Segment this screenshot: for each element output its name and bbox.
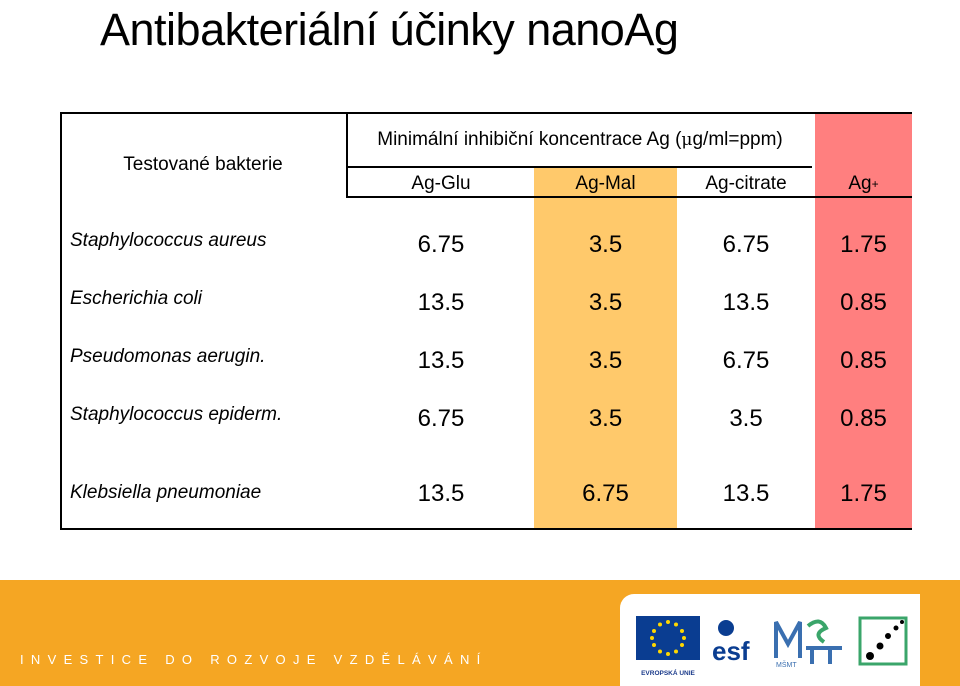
table-cell: 1.75: [840, 480, 887, 507]
mic-table: Testované bakterie Minimální inhibiční k…: [60, 112, 912, 530]
eu-caption: EVROPSKÁ UNIE: [641, 670, 695, 677]
column-header-ag-plus: Ag +: [848, 173, 879, 194]
table-cell: 3.5: [588, 231, 623, 258]
corner-label: Testované bakterie: [123, 154, 283, 175]
table-cell: 6.75: [417, 231, 465, 258]
opvk-logo-icon: [858, 616, 908, 666]
table-cell: 6.75: [722, 347, 770, 374]
table-cell: 0.85: [840, 347, 887, 374]
table-cell: 3.5: [588, 347, 623, 374]
table-cell: 1.75: [840, 231, 887, 258]
table-cell: 13.5: [417, 289, 465, 316]
table-cell: 3.5: [588, 289, 623, 316]
eu-flag-icon: [636, 616, 700, 660]
row-label-staphylococcus-epidermidis: Staphylococcus epiderm.: [70, 404, 283, 425]
table-cell: 0.85: [840, 289, 887, 316]
header-vertical-divider: [346, 114, 348, 198]
table-cell: 13.5: [722, 289, 770, 316]
column-header-ag-citrate: Ag-citrate: [705, 173, 787, 194]
table-cell: 3.5: [588, 405, 623, 432]
footer-slogan: INVESTICE DO ROZVOJE VZDĚLÁVÁNÍ: [20, 652, 488, 667]
msmt-logo-icon: MŠMT: [774, 619, 842, 668]
table-cell: 13.5: [722, 480, 770, 507]
table-cell: 6.75: [722, 231, 770, 258]
footer-band: INVESTICE DO ROZVOJE VZDĚLÁVÁNÍ EVROPSKÁ…: [0, 580, 960, 686]
logo-panel: EVROPSKÁ UNIE esf MŠMT: [620, 594, 920, 686]
row-label-klebsiella-pneumoniae: Klebsiella pneumoniae: [70, 482, 262, 503]
row-label-pseudomonas-aeruginosa: Pseudomonas aerugin.: [70, 346, 266, 367]
table-cell: 0.85: [840, 405, 887, 432]
table-cell: 13.5: [417, 480, 465, 507]
column-header-ag-mal: Ag-Mal: [575, 173, 636, 194]
header-divider: [346, 166, 812, 168]
table-cell: 13.5: [417, 347, 465, 374]
group-header: Minimální inhibiční koncentrace Ag (μ g/m…: [377, 129, 783, 150]
column-header-ag-glu: Ag-Glu: [411, 173, 471, 194]
row-label-escherichia-coli: Escherichia coli: [70, 288, 202, 309]
ag-mal-column-highlight: [534, 168, 677, 528]
table-cell: 6.75: [582, 480, 629, 507]
header-bottom-divider: [346, 196, 912, 198]
svg-text:MŠMT: MŠMT: [776, 660, 797, 668]
row-label-staphylococcus-aureus: Staphylococcus aureus: [70, 230, 267, 251]
esf-logo-icon: esf: [710, 618, 770, 666]
table-cell: 3.5: [729, 405, 763, 432]
slide-title: Antibakteriální účinky nanoAg: [100, 4, 679, 55]
ag-plus-column-highlight: [815, 114, 912, 528]
table-cell: 6.75: [417, 405, 465, 432]
svg-text:esf: esf: [712, 636, 750, 666]
